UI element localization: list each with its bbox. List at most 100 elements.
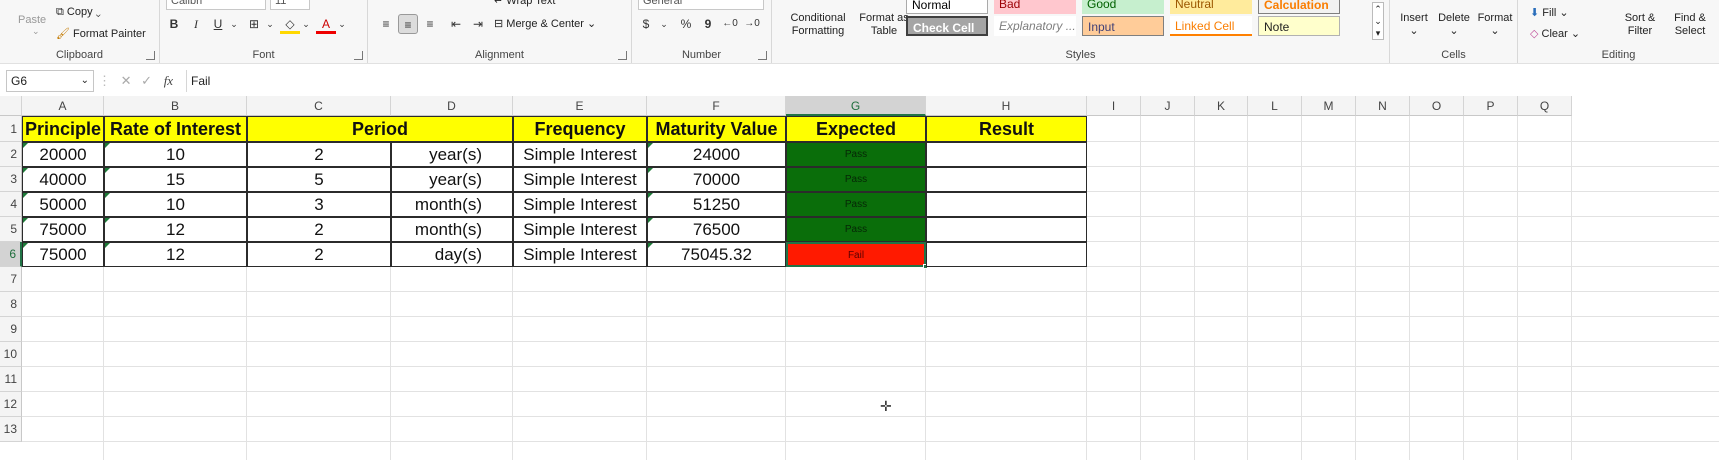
- cell-period-unit[interactable]: year(s): [391, 167, 513, 192]
- style-note[interactable]: Note: [1258, 16, 1340, 36]
- enter-icon[interactable]: ✓: [141, 73, 153, 88]
- font-color-icon[interactable]: A: [316, 14, 336, 34]
- paste-button[interactable]: Paste: [18, 14, 47, 26]
- comma-style-button[interactable]: 9: [704, 17, 712, 31]
- fill-button[interactable]: ⬇ Fill ⌄: [1530, 7, 1569, 19]
- cell-rate[interactable]: 10: [104, 142, 247, 167]
- decrease-decimal-icon[interactable]: →0: [744, 18, 760, 29]
- row-header-3[interactable]: 3: [0, 167, 22, 192]
- number-format-dropdown[interactable]: General: [638, 0, 764, 10]
- clear-button[interactable]: ◇ Clear ⌄: [1530, 28, 1581, 40]
- bold-button[interactable]: B: [169, 17, 179, 31]
- find-select-button[interactable]: Find & Select: [1674, 12, 1706, 37]
- cell-expected[interactable]: Pass: [786, 167, 926, 192]
- cell-principle[interactable]: 20000: [22, 142, 104, 167]
- formula-input[interactable]: Fail: [186, 70, 1719, 92]
- font-launcher-icon[interactable]: [354, 51, 363, 60]
- alignment-launcher-icon[interactable]: [618, 51, 627, 60]
- cell-frequency[interactable]: Simple Interest: [513, 167, 647, 192]
- column-header-o[interactable]: O: [1410, 96, 1464, 116]
- cell-result[interactable]: [926, 217, 1087, 242]
- header-principle[interactable]: Principle: [22, 116, 104, 142]
- cell-maturity-value[interactable]: 51250: [647, 192, 786, 217]
- row-header-10[interactable]: 10: [0, 342, 22, 367]
- column-header-n[interactable]: N: [1356, 96, 1410, 116]
- column-header-i[interactable]: I: [1087, 96, 1141, 116]
- row-header-6[interactable]: 6: [0, 242, 22, 267]
- row-header-13[interactable]: 13: [0, 417, 22, 442]
- cell-frequency[interactable]: Simple Interest: [513, 217, 647, 242]
- fill-color-icon[interactable]: ◇: [280, 14, 300, 34]
- merge-center-button[interactable]: ⊟ Merge & Center ⌄: [494, 18, 597, 30]
- row-header-7[interactable]: 7: [0, 267, 22, 292]
- insert-button[interactable]: Insert ⌄: [1400, 12, 1428, 37]
- cell-result[interactable]: [926, 242, 1087, 267]
- cell-frequency[interactable]: Simple Interest: [513, 242, 647, 267]
- row-header-12[interactable]: 12: [0, 392, 22, 417]
- column-header-c[interactable]: C: [247, 96, 391, 116]
- cell-period[interactable]: 2: [247, 217, 391, 242]
- cell-frequency[interactable]: Simple Interest: [513, 192, 647, 217]
- cell-principle[interactable]: 75000: [22, 217, 104, 242]
- style-check-cell[interactable]: Check Cell: [906, 16, 988, 36]
- column-header-a[interactable]: A: [22, 96, 104, 116]
- cell-principle[interactable]: 40000: [22, 167, 104, 192]
- number-launcher-icon[interactable]: [758, 51, 767, 60]
- underline-dropdown-icon[interactable]: ⌄: [230, 19, 238, 29]
- font-name-dropdown[interactable]: Calibri: [166, 0, 266, 10]
- column-header-f[interactable]: F: [647, 96, 786, 116]
- cell-expected-selected[interactable]: Fail: [786, 242, 926, 267]
- cell-period[interactable]: 3: [247, 192, 391, 217]
- column-header-b[interactable]: B: [104, 96, 247, 116]
- row-header-9[interactable]: 9: [0, 317, 22, 342]
- style-neutral[interactable]: Neutral: [1170, 0, 1252, 14]
- accounting-dropdown-icon[interactable]: ⌄: [660, 19, 668, 29]
- style-input[interactable]: Input: [1082, 16, 1164, 36]
- column-header-d[interactable]: D: [391, 96, 513, 116]
- column-header-k[interactable]: K: [1195, 96, 1248, 116]
- header-rate-of-interest[interactable]: Rate of Interest: [104, 116, 247, 142]
- cell-result[interactable]: [926, 142, 1087, 167]
- header-period[interactable]: Period: [247, 116, 513, 142]
- conditional-formatting-button[interactable]: Conditional Formatting: [790, 12, 846, 37]
- cell-rate[interactable]: 15: [104, 167, 247, 192]
- cell-result[interactable]: [926, 192, 1087, 217]
- cell-maturity-value[interactable]: 24000: [647, 142, 786, 167]
- cell-period[interactable]: 5: [247, 167, 391, 192]
- style-bad[interactable]: Bad: [994, 0, 1076, 14]
- paste-dropdown-icon[interactable]: ⌄: [32, 26, 40, 36]
- row-header-4[interactable]: 4: [0, 192, 22, 217]
- cell-rate[interactable]: 10: [104, 192, 247, 217]
- cell-rate[interactable]: 12: [104, 217, 247, 242]
- style-linked-cell[interactable]: Linked Cell: [1170, 16, 1252, 36]
- cell-period-unit[interactable]: month(s): [391, 217, 513, 242]
- accounting-format-icon[interactable]: $: [642, 17, 650, 31]
- cell-principle[interactable]: 50000: [22, 192, 104, 217]
- decrease-indent-icon[interactable]: ⇤: [450, 17, 462, 31]
- percent-button[interactable]: %: [680, 17, 692, 31]
- increase-indent-icon[interactable]: ⇥: [472, 17, 484, 31]
- cell-period-unit[interactable]: year(s): [391, 142, 513, 167]
- format-button[interactable]: Format ⌄: [1477, 12, 1513, 37]
- column-header-j[interactable]: J: [1141, 96, 1195, 116]
- cell-principle[interactable]: 75000: [22, 242, 104, 267]
- underline-button[interactable]: U: [213, 17, 223, 31]
- insert-function-button[interactable]: fx: [163, 73, 174, 88]
- header-frequency[interactable]: Frequency: [513, 116, 647, 142]
- select-all-corner[interactable]: [0, 96, 22, 116]
- sort-filter-button[interactable]: Sort & Filter: [1624, 12, 1656, 37]
- cell-period-unit[interactable]: month(s): [391, 192, 513, 217]
- column-header-e[interactable]: E: [513, 96, 647, 116]
- cell-expected[interactable]: Pass: [786, 217, 926, 242]
- cell-expected[interactable]: Pass: [786, 192, 926, 217]
- column-header-p[interactable]: P: [1464, 96, 1518, 116]
- font-color-dropdown-icon[interactable]: ⌄: [338, 19, 346, 29]
- style-normal[interactable]: Normal: [906, 0, 988, 14]
- delete-button[interactable]: Delete ⌄: [1438, 12, 1470, 37]
- name-box[interactable]: G6 ⌄: [6, 70, 94, 92]
- increase-decimal-icon[interactable]: ←0: [722, 18, 738, 29]
- header-maturity-value[interactable]: Maturity Value: [647, 116, 786, 142]
- column-header-q[interactable]: Q: [1518, 96, 1572, 116]
- style-explanatory[interactable]: Explanatory ...: [994, 16, 1076, 36]
- header-expected[interactable]: Expected: [786, 116, 926, 142]
